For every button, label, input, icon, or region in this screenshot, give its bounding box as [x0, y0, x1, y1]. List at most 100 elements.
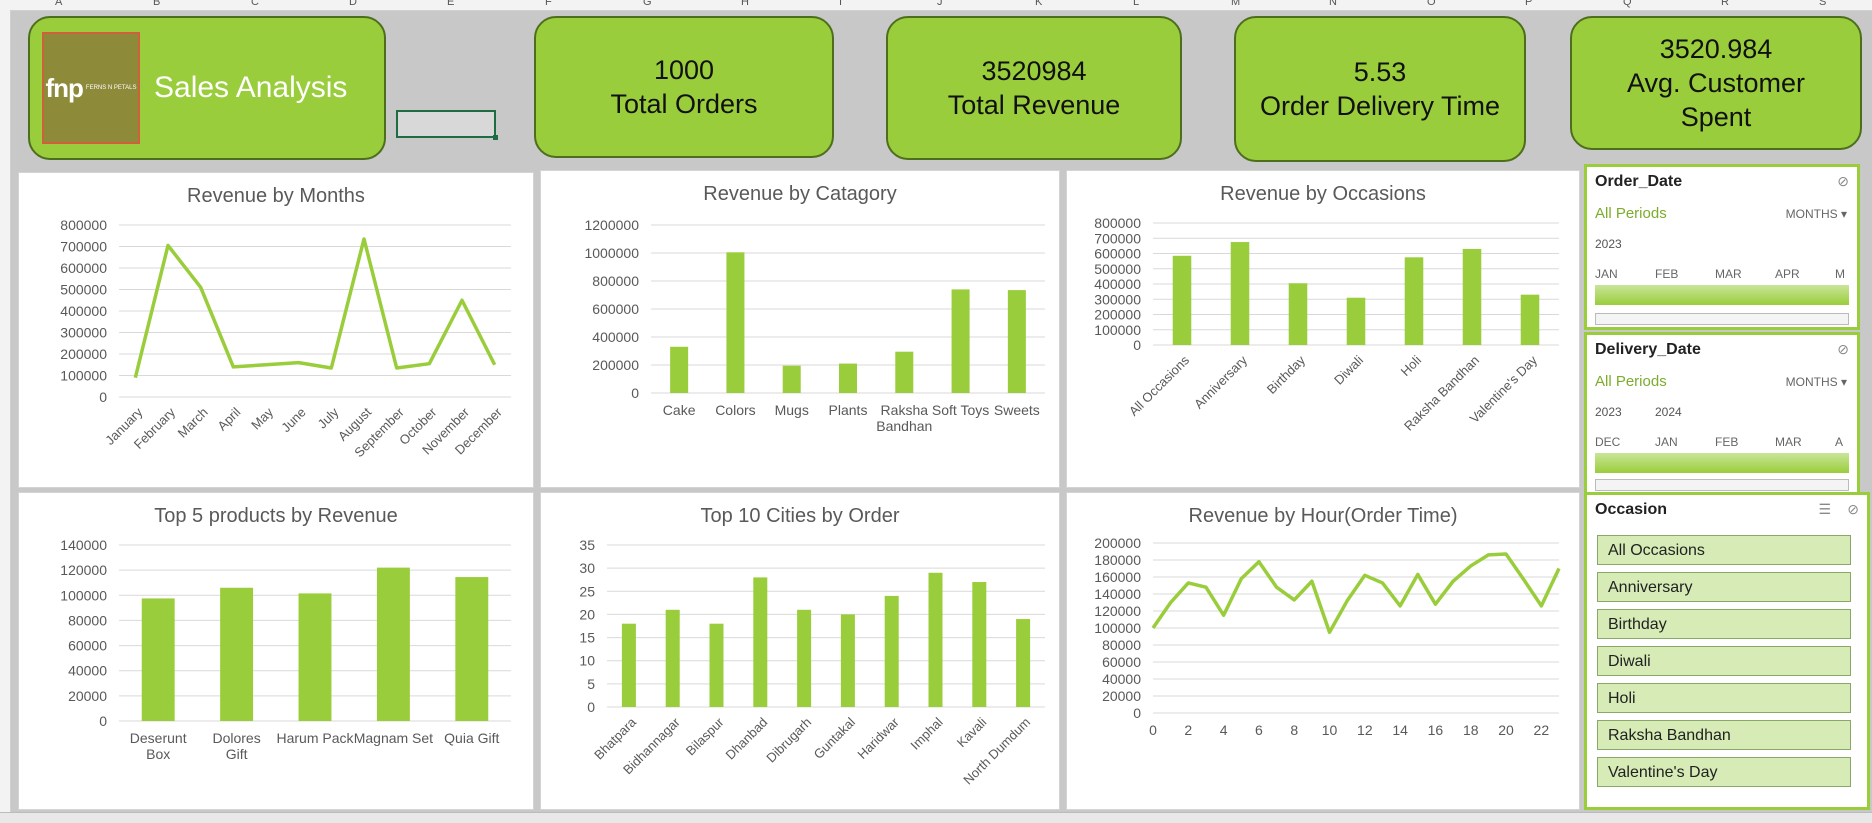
y-tick-label: 20 — [579, 606, 595, 622]
column-header[interactable]: D — [349, 0, 357, 8]
column-header[interactable]: Q — [1623, 0, 1632, 8]
x-tick-label: Harum Pack — [276, 730, 354, 746]
slicer-delivery-date[interactable]: Delivery_Date ⊘ All Periods MONTHS ▾ 202… — [1584, 332, 1860, 496]
column-header[interactable]: G — [643, 0, 652, 8]
occasion-item[interactable]: Valentine's Day — [1597, 757, 1851, 787]
y-tick-label: 0 — [1133, 705, 1141, 721]
month-label: JAN — [1595, 267, 1618, 281]
y-tick-label: 40000 — [68, 663, 107, 679]
clear-filter-icon[interactable]: ⊘ — [1837, 173, 1849, 190]
occasion-item[interactable]: Holi — [1597, 683, 1851, 713]
y-tick-label: 0 — [99, 389, 107, 405]
bar — [1347, 298, 1366, 345]
x-tick-label: Cake — [663, 402, 696, 418]
clear-filter-icon[interactable]: ⊘ — [1837, 341, 1849, 358]
bar — [1521, 295, 1540, 345]
column-header[interactable]: C — [251, 0, 259, 8]
multi-select-icon[interactable]: ☰ — [1818, 501, 1831, 518]
bar — [972, 582, 986, 707]
chart-title: Revenue by Catagory — [541, 183, 1059, 206]
time-level-dropdown[interactable]: MONTHS ▾ — [1786, 375, 1847, 389]
column-header[interactable]: A — [55, 0, 62, 8]
slicer-order-date[interactable]: Order_Date ⊘ All Periods MONTHS ▾ 2023 J… — [1584, 164, 1860, 330]
occasion-item[interactable]: All Occasions — [1597, 535, 1851, 565]
month-label: APR — [1775, 267, 1800, 281]
bar — [1289, 283, 1308, 345]
x-tick-label: 16 — [1428, 722, 1444, 738]
timeline-scrollbar[interactable] — [1595, 313, 1849, 325]
column-header[interactable]: I — [839, 0, 842, 8]
x-tick-label: July — [314, 404, 341, 431]
column-header[interactable]: S — [1819, 0, 1826, 8]
x-tick-label: Bilaspur — [683, 714, 727, 758]
y-tick-label: 200000 — [1094, 307, 1141, 323]
column-header[interactable]: P — [1525, 0, 1532, 8]
occasion-item[interactable]: Birthday — [1597, 609, 1851, 639]
column-header[interactable]: R — [1721, 0, 1729, 8]
column-header[interactable]: H — [741, 0, 749, 8]
column-header[interactable]: K — [1035, 0, 1042, 8]
selected-cell[interactable] — [396, 110, 496, 138]
column-header[interactable]: J — [937, 0, 943, 8]
x-tick-label: 4 — [1220, 722, 1228, 738]
kpi-value: 3520.984 — [1660, 32, 1773, 66]
column-header[interactable]: F — [545, 0, 552, 8]
timeline-bar[interactable] — [1595, 453, 1849, 473]
kpi-avg-customer-spent: 3520.984 Avg. Customer Spent — [1570, 16, 1862, 150]
timeline-scrollbar[interactable] — [1595, 479, 1849, 491]
occasion-item[interactable]: Anniversary — [1597, 572, 1851, 602]
y-tick-label: 100000 — [60, 368, 107, 384]
y-tick-label: 500000 — [60, 282, 107, 298]
x-tick-label: Colors — [715, 402, 755, 418]
chart-svg: 8000007000006000005000004000003000002000… — [19, 173, 533, 487]
chart-title: Revenue by Hour(Order Time) — [1067, 505, 1579, 528]
kpi-value: 5.53 — [1354, 55, 1407, 89]
column-header[interactable]: O — [1427, 0, 1436, 8]
bar — [839, 364, 857, 393]
column-header[interactable]: L — [1133, 0, 1139, 8]
y-tick-label: 200000 — [592, 357, 639, 373]
x-tick-label: 2 — [1184, 722, 1192, 738]
y-tick-label: 60000 — [68, 638, 107, 654]
bar — [299, 593, 332, 721]
chart-title: Revenue by Occasions — [1067, 183, 1579, 206]
occasion-item[interactable]: Diwali — [1597, 646, 1851, 676]
timeline-bar[interactable] — [1595, 285, 1849, 305]
sheet-tabs-bar[interactable] — [0, 812, 1872, 823]
y-tick-label: 15 — [579, 630, 595, 646]
month-label: FEB — [1715, 435, 1738, 449]
kpi-label: Total Revenue — [948, 88, 1121, 122]
x-tick-label: Kavali — [954, 714, 990, 750]
column-header[interactable]: M — [1231, 0, 1240, 8]
x-tick-label: Guntakal — [811, 714, 858, 761]
slicer-occasion[interactable]: Occasion ☰ ⊘ All Occasions Anniversary B… — [1584, 492, 1870, 810]
y-tick-label: 160000 — [1094, 569, 1141, 585]
column-header[interactable]: N — [1329, 0, 1337, 8]
slicer-title: Occasion — [1595, 501, 1667, 519]
x-tick-label: All Occasions — [1126, 352, 1193, 419]
occasion-item[interactable]: Raksha Bandhan — [1597, 720, 1851, 750]
x-tick-label: Plants — [829, 402, 868, 418]
clear-filter-icon[interactable]: ⊘ — [1847, 501, 1859, 518]
title-card: fnp FERNS N PETALS Sales Analysis — [28, 16, 386, 160]
x-tick-label: 10 — [1322, 722, 1338, 738]
y-tick-label: 600000 — [1094, 246, 1141, 262]
bar — [377, 568, 410, 721]
column-header[interactable]: E — [447, 0, 454, 8]
fnp-logo: fnp FERNS N PETALS — [42, 32, 140, 144]
chart-svg: 8000007000006000005000004000003000002000… — [1067, 171, 1579, 487]
chart-title: Revenue by Months — [19, 185, 533, 208]
y-tick-label: 80000 — [68, 612, 107, 628]
bar — [1463, 249, 1482, 345]
x-tick-label: Anniversary — [1191, 352, 1250, 411]
x-tick-label: Diwali — [1331, 352, 1366, 387]
y-tick-label: 80000 — [1102, 637, 1141, 653]
column-header[interactable]: B — [153, 0, 160, 8]
time-level-dropdown[interactable]: MONTHS ▾ — [1786, 207, 1847, 221]
